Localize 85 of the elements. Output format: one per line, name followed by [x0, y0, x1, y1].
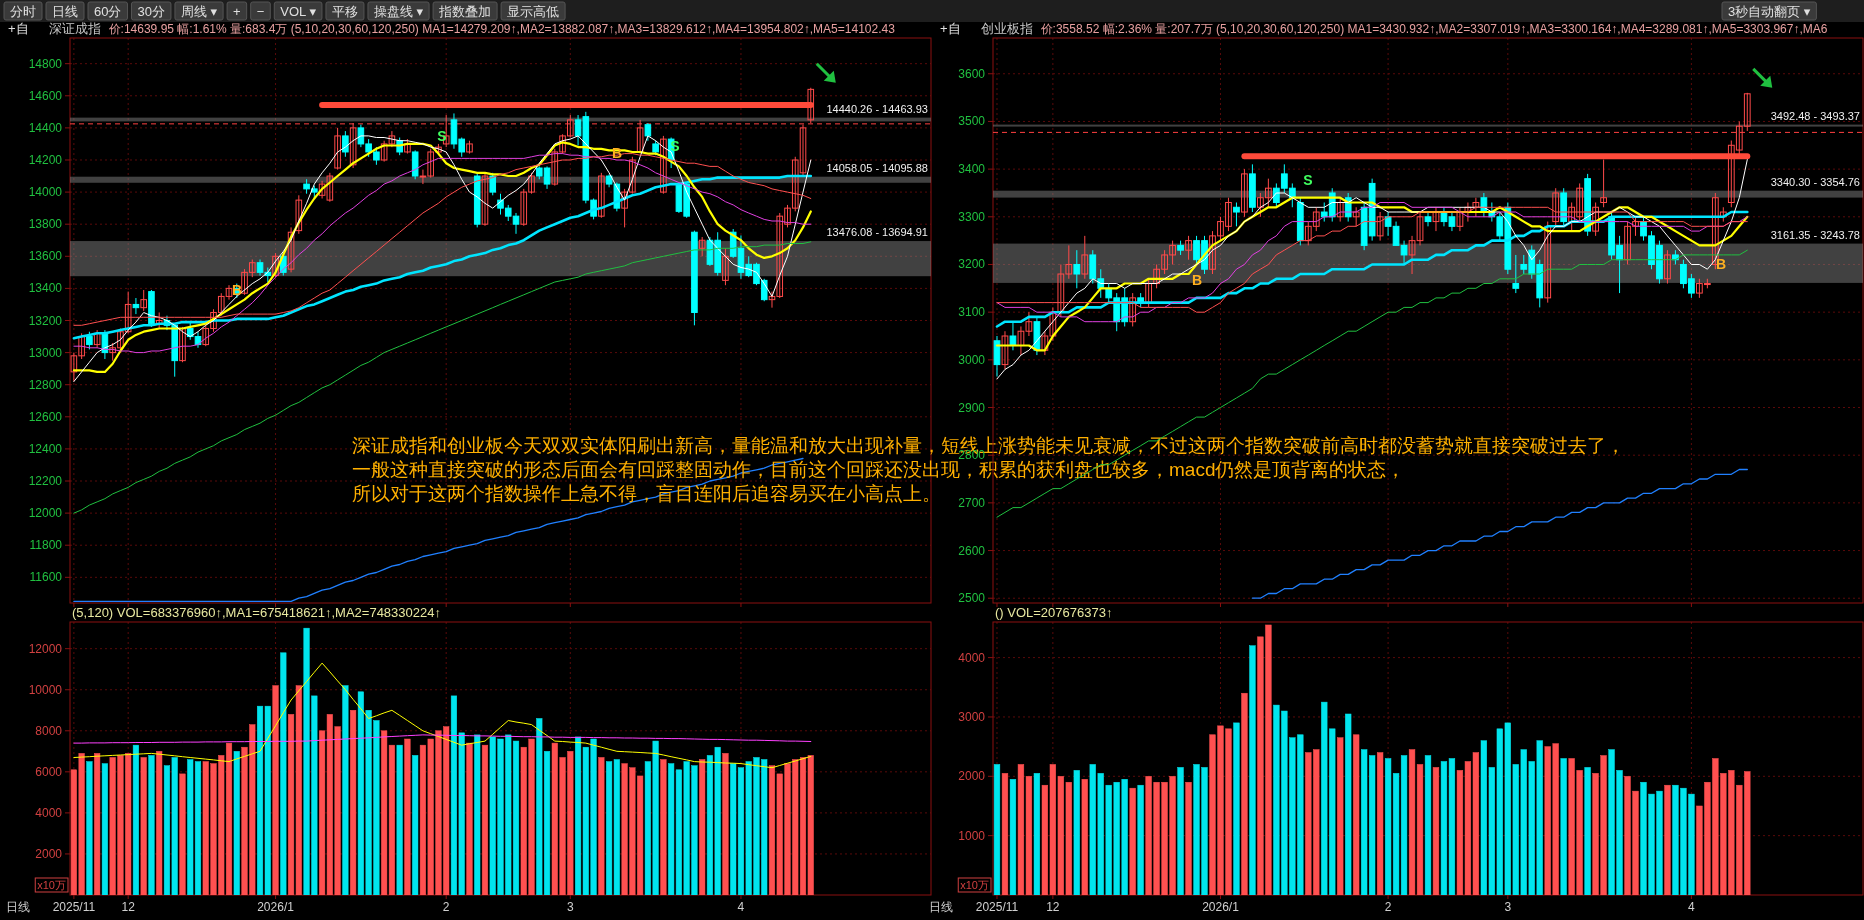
x-axis-title: 日线 — [929, 900, 953, 914]
y-tick-label: 11800 — [29, 538, 63, 553]
y-tick-label: 2900 — [958, 400, 986, 415]
text: 3秒自动翻页 ▾ — [1728, 4, 1811, 19]
y-tick-label: 2600 — [958, 543, 986, 558]
chart-subtitle: 价:3558.52 幅:2.36% 量:207.7万 (5,10,20,30,60,120,250) MA1=3430.932↑,MA2=3307.019↑,MA3=3300.164↑,MA4=3289.081↑,MA5=3303.967↑,MA6 — [1039, 22, 1828, 36]
y-tick-label: 4000 — [958, 650, 986, 665]
y-tick-label: 1000 — [958, 828, 986, 843]
y-tick-label: 14000 — [28, 185, 63, 200]
y-tick-label: 4000 — [35, 805, 63, 820]
y-axis-title: x10万 — [37, 879, 66, 891]
y-axis-title: x10万 — [960, 879, 989, 891]
text: 平移 — [331, 4, 358, 19]
x-tick-label: 4 — [1688, 900, 1696, 914]
text: − — [256, 4, 265, 19]
band-label: 3161.35 - 3243.78 — [1770, 228, 1860, 241]
x-axis-title: 日线 — [6, 900, 30, 914]
text: 指数叠加 — [438, 4, 492, 19]
chart-title: () VOL=207676373↑ — [995, 605, 1113, 620]
y-tick-label: 14800 — [28, 56, 63, 71]
y-tick-label: 3400 — [958, 162, 986, 177]
y-tick-label: 3000 — [958, 709, 986, 724]
text: 显示高低 — [507, 4, 560, 19]
x-tick-label: 2 — [442, 900, 450, 914]
y-tick-label: 12000 — [28, 506, 63, 521]
x-tick-label: 4 — [737, 900, 745, 914]
y-tick-label: 3600 — [958, 66, 986, 81]
y-tick-label: 12400 — [28, 441, 63, 456]
text: 周线 ▾ — [180, 4, 218, 19]
y-tick-label: 13600 — [28, 249, 63, 264]
chart-title: 创业板指 — [980, 21, 1033, 36]
x-tick-label: 12 — [1046, 900, 1060, 914]
text: 30分 — [137, 4, 165, 19]
y-tick-label: 14600 — [28, 88, 63, 103]
y-tick-label: 13400 — [28, 281, 63, 296]
y-tick-label: 3500 — [958, 114, 986, 129]
x-tick-label: 12 — [121, 900, 136, 914]
band-label: 13476.08 - 13694.91 — [826, 226, 928, 239]
annotation: S — [437, 128, 447, 144]
y-tick-label: 2000 — [958, 769, 986, 784]
text: +自 — [940, 21, 961, 36]
band-label: 14058.05 - 14095.88 — [826, 161, 928, 174]
y-tick-label: 3300 — [958, 209, 986, 224]
y-tick-label: 14400 — [28, 120, 63, 135]
y-tick-label: 2000 — [35, 846, 63, 861]
y-tick-label: 8000 — [35, 723, 63, 738]
y-tick-label: 3000 — [958, 352, 986, 367]
band-label: 14440.26 - 14463.93 — [826, 102, 928, 115]
y-tick-label: 12600 — [28, 409, 63, 424]
y-tick-label: 13200 — [28, 313, 63, 328]
y-tick-label: 6000 — [35, 764, 63, 779]
y-tick-label: 10000 — [28, 682, 63, 697]
annotation: B — [1191, 272, 1203, 288]
text: + — [233, 4, 241, 19]
text: +自 — [8, 21, 29, 36]
y-tick-label: 14200 — [28, 152, 63, 167]
x-tick-label: 2025/11 — [52, 900, 96, 914]
text: 60分 — [94, 4, 122, 19]
y-tick-label: 11600 — [29, 570, 63, 585]
y-tick-label: 13000 — [28, 345, 63, 360]
band-label: 3492.48 - 3493.37 — [1770, 109, 1860, 122]
annotation: S — [1303, 172, 1313, 188]
x-tick-label: 2025/11 — [975, 900, 1019, 914]
text: 日线 — [52, 4, 78, 19]
y-tick-label: 3100 — [958, 305, 986, 320]
y-tick-label: 2500 — [958, 591, 986, 606]
band-label: 3340.30 - 3354.76 — [1770, 175, 1860, 188]
annotation: B — [1715, 256, 1727, 272]
chart-title: (5,120) VOL=683376960↑,MA1=675418621↑,MA2=748330224↑ — [72, 605, 441, 620]
chart-title: 深证成指 — [48, 21, 101, 36]
y-tick-label: 12800 — [28, 377, 63, 392]
text: 分时 — [10, 4, 36, 19]
y-tick-label: 12000 — [28, 641, 63, 656]
y-tick-label: 2700 — [958, 495, 986, 510]
y-tick-label: 3200 — [958, 257, 986, 272]
y-tick-label: 13800 — [28, 217, 63, 232]
x-tick-label: 2026/1 — [1202, 900, 1240, 914]
x-tick-label: 2 — [1384, 900, 1392, 914]
text: 操盘线 ▾ — [373, 4, 424, 19]
x-tick-label: 2026/1 — [257, 900, 295, 914]
x-tick-label: 3 — [566, 900, 574, 914]
chart-subtitle: 价:14639.95 幅:1.61% 量:683.4万 (5,10,20,30,60,120,250) MA1=14279.209↑,MA2=13882.087↑,MA3=13829.612↑,MA4=13954.802↑,MA5=14102.43 — [107, 22, 896, 36]
text: VOL ▾ — [280, 4, 317, 19]
y-tick-label: 12200 — [28, 474, 63, 489]
x-tick-label: 3 — [1504, 900, 1512, 914]
